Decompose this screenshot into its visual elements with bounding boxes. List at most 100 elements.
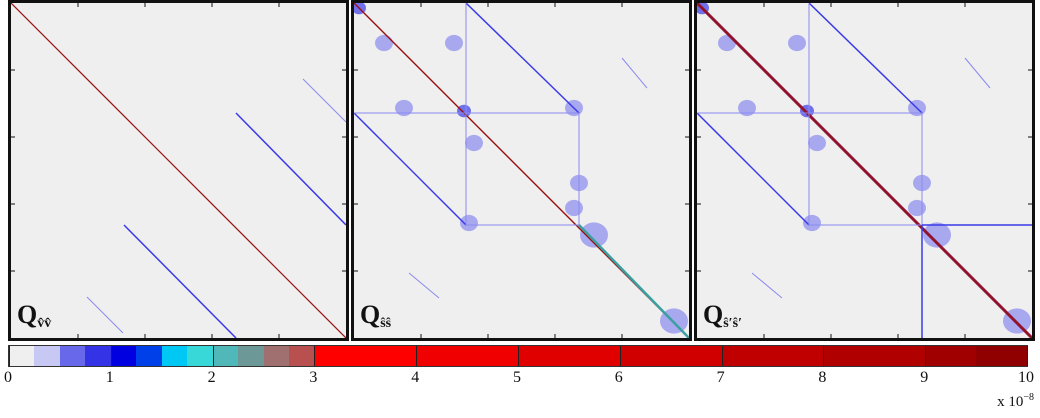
colorbar-tick-mark <box>721 346 723 366</box>
coupling-blob <box>923 222 951 248</box>
colorbar-segment <box>696 346 723 366</box>
colorbar-segment <box>187 346 214 366</box>
off-diagonal-band <box>86 296 124 334</box>
coupling-blob <box>375 34 393 52</box>
colorbar-tick-label: 10 <box>1018 369 1034 386</box>
colorbar-tick-label: 6 <box>614 369 623 386</box>
off-diagonal-band <box>697 112 810 226</box>
coupling-blob <box>565 199 583 217</box>
colorbar-segment <box>314 346 341 366</box>
colorbar-segment <box>797 346 824 366</box>
heatmap-panel-ss: Qŝŝ <box>351 0 692 341</box>
colorbar-tick-label: 3 <box>309 369 318 386</box>
colorbar <box>8 345 1028 367</box>
heatmap-panel-vv: Qv̂v̂ <box>8 0 349 341</box>
colorbar-segment <box>136 346 163 366</box>
colorbar-segment <box>925 346 952 366</box>
colorbar-tick-mark <box>110 346 112 366</box>
colorbar-segment <box>416 346 443 366</box>
colorbar-exponent: x 10−8 <box>997 392 1034 410</box>
colorbar-segment <box>645 346 672 366</box>
colorbar-ticks: 0 1 2 3 4 5 6 7 8 9 10 <box>4 367 1034 397</box>
colorbar-tick-label: 4 <box>411 369 420 386</box>
colorbar-segment <box>441 346 468 366</box>
colorbar-tick-label: 8 <box>818 369 827 386</box>
coupling-blob <box>445 34 463 52</box>
colorbar-segment <box>288 346 315 366</box>
coupling-blob <box>460 214 478 232</box>
colorbar-segment <box>263 346 290 366</box>
colorbar-segment <box>110 346 137 366</box>
colorbar-segment <box>976 346 1003 366</box>
off-diagonal-band <box>808 3 923 114</box>
colorbar-segment <box>365 346 392 366</box>
off-diagonal-band <box>235 112 346 226</box>
colorbar-segment <box>721 346 748 366</box>
coupling-blob <box>788 34 806 52</box>
colorbar-tick-mark <box>823 346 825 366</box>
colorbar-segment <box>848 346 875 366</box>
colorbar-segment <box>594 346 621 366</box>
colorbar-segment <box>492 346 519 366</box>
colorbar-segment <box>34 346 61 366</box>
colorbar-tick-label: 2 <box>207 369 216 386</box>
colorbar-tick-label: 9 <box>920 369 929 386</box>
off-diagonal-band <box>302 78 346 123</box>
panel-label-ss: Qŝŝ <box>360 300 392 331</box>
colorbar-segment <box>467 346 494 366</box>
colorbar-segment <box>568 346 595 366</box>
off-diagonal-band <box>465 3 580 114</box>
colorbar-tick-mark <box>314 346 316 366</box>
coupling-blob <box>808 134 826 152</box>
off-diagonal-band <box>123 224 237 338</box>
colorbar-tick-mark <box>1027 346 1028 366</box>
coupling-blob <box>580 222 608 248</box>
off-diagonal-band <box>621 57 648 89</box>
off-diagonal-band <box>408 272 440 299</box>
heatmap-canvas-vv <box>11 3 346 338</box>
main-diagonal <box>697 3 1032 338</box>
coupling-blob <box>395 99 413 117</box>
colorbar-segment <box>390 346 417 366</box>
panel-label-vv: Qv̂v̂ <box>17 300 52 331</box>
colorbar-tick-mark <box>619 346 621 366</box>
coupling-blob <box>457 104 471 118</box>
colorbar-segment <box>212 346 239 366</box>
colorbar-segment <box>823 346 850 366</box>
colorbar-segment <box>339 346 366 366</box>
colorbar-tick-label: 1 <box>105 369 114 386</box>
diagonal-segment <box>578 224 689 338</box>
colorbar-tick-label: 7 <box>716 369 725 386</box>
colorbar-segment <box>899 346 926 366</box>
colorbar-segment <box>1001 346 1028 366</box>
heatmap-canvas-s-prime <box>697 3 1032 338</box>
colorbar-segment <box>874 346 901 366</box>
coupling-blob <box>738 99 756 117</box>
heatmap-canvas-ss <box>354 3 689 338</box>
colorbar-tick-mark <box>9 346 10 366</box>
colorbar-segment <box>85 346 112 366</box>
colorbar-segment <box>772 346 799 366</box>
off-diagonal-band <box>751 272 783 299</box>
colorbar-tick-mark <box>212 346 214 366</box>
coupling-blob <box>908 199 926 217</box>
off-diagonal-band <box>964 57 991 89</box>
colorbar-segment <box>950 346 977 366</box>
off-diagonal-band <box>354 112 467 226</box>
colorbar-tick-label: 0 <box>4 369 12 386</box>
colorbar-segment <box>9 346 35 366</box>
colorbar-tick-mark <box>416 346 418 366</box>
colorbar-segment <box>747 346 773 366</box>
coupling-blob <box>465 134 483 152</box>
colorbar-tick-mark <box>925 346 927 366</box>
colorbar-tick-mark <box>518 346 519 366</box>
panel-label-s-prime: Qŝ′ŝ′ <box>703 300 743 331</box>
colorbar-tick-label: 5 <box>513 369 521 386</box>
heatmap-panel-s-prime: Qŝ′ŝ′ <box>694 0 1035 341</box>
colorbar-segment <box>238 346 264 366</box>
colorbar-segment <box>161 346 188 366</box>
coupling-blob <box>803 214 821 232</box>
colorbar-segment <box>59 346 86 366</box>
colorbar-segment <box>518 346 544 366</box>
